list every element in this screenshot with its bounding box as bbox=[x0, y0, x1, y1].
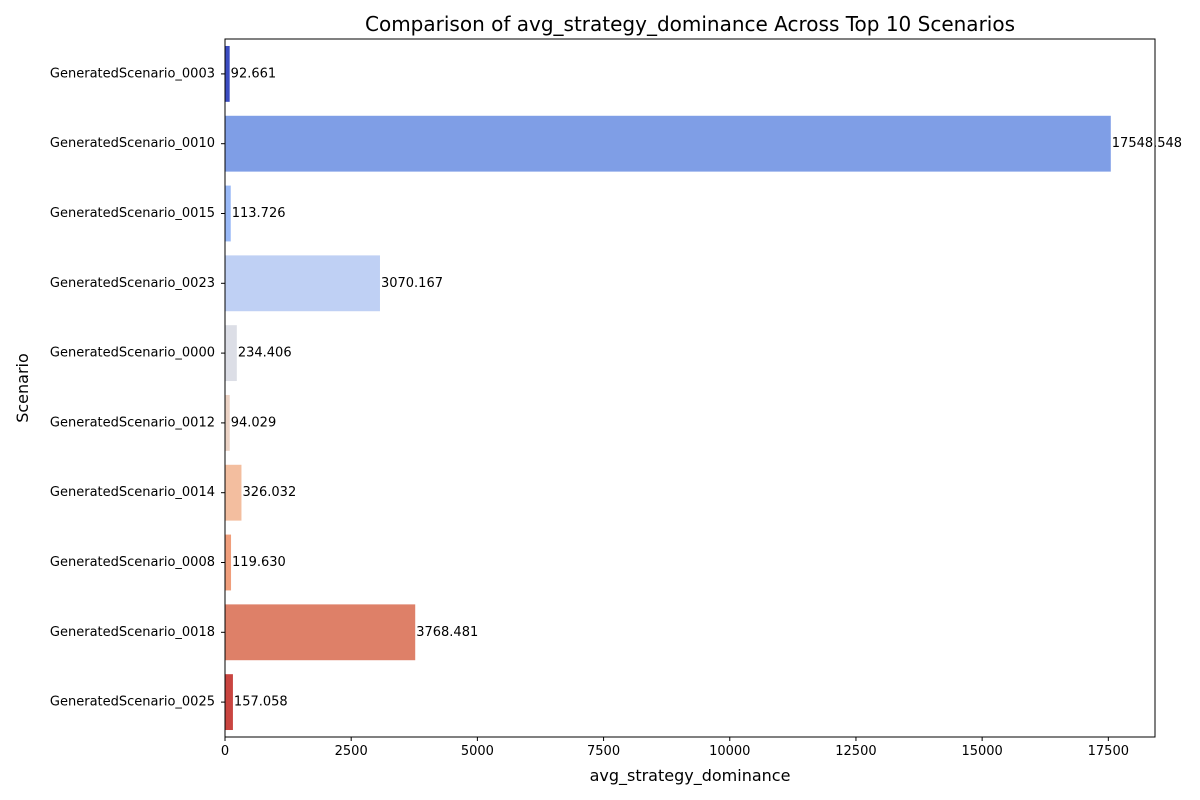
bar-GeneratedScenario_0018 bbox=[225, 604, 416, 661]
bars-group: 92.661 17548.548 113.726 3070.167 234.406 94.… bbox=[225, 45, 1182, 731]
bar-GeneratedScenario_0012 bbox=[225, 394, 230, 451]
y-tick-label-GeneratedScenario_0000: GeneratedScenario_0000 bbox=[50, 346, 215, 361]
bar-GeneratedScenario_0000 bbox=[225, 325, 237, 382]
bar-GeneratedScenario_0003 bbox=[225, 45, 230, 102]
data-label-GeneratedScenario_0000: 234.406 bbox=[238, 346, 292, 361]
data-label-GeneratedScenario_0008: 119.630 bbox=[232, 555, 286, 570]
data-label-GeneratedScenario_0003: 92.661 bbox=[231, 66, 277, 81]
y-tick-label-GeneratedScenario_0023: GeneratedScenario_0023 bbox=[50, 276, 215, 291]
x-tick-label-12500: 12500 bbox=[835, 744, 876, 759]
data-label-GeneratedScenario_0025: 157.058 bbox=[234, 695, 288, 710]
plot-frame bbox=[224, 38, 1156, 738]
x-tick-label-0: 0 bbox=[221, 744, 229, 759]
bar-GeneratedScenario_0025 bbox=[225, 674, 233, 731]
y-tick-label-GeneratedScenario_0015: GeneratedScenario_0015 bbox=[50, 206, 215, 221]
y-tick-label-GeneratedScenario_0014: GeneratedScenario_0014 bbox=[50, 485, 215, 500]
data-label-GeneratedScenario_0010: 17548.548 bbox=[1112, 136, 1182, 151]
y-tick-label-GeneratedScenario_0018: GeneratedScenario_0018 bbox=[50, 625, 215, 640]
x-tick-label-17500: 17500 bbox=[1088, 744, 1129, 759]
bar-GeneratedScenario_0010 bbox=[225, 115, 1111, 172]
x-axis-label: avg_strategy_dominance bbox=[590, 766, 791, 786]
chart-title: Comparison of avg_strategy_dominance Acr… bbox=[365, 12, 1015, 36]
data-label-GeneratedScenario_0015: 113.726 bbox=[232, 206, 286, 221]
data-label-GeneratedScenario_0014: 326.032 bbox=[242, 485, 296, 500]
y-tick-label-GeneratedScenario_0010: GeneratedScenario_0010 bbox=[50, 136, 215, 151]
data-label-GeneratedScenario_0023: 3070.167 bbox=[381, 276, 443, 291]
y-tick-label-GeneratedScenario_0003: GeneratedScenario_0003 bbox=[50, 66, 215, 81]
bar-GeneratedScenario_0015 bbox=[225, 185, 231, 242]
bar-GeneratedScenario_0008 bbox=[225, 534, 232, 591]
x-tick-label-7500: 7500 bbox=[587, 744, 620, 759]
x-tick-label-2500: 2500 bbox=[335, 744, 368, 759]
x-tick-label-15000: 15000 bbox=[961, 744, 1002, 759]
y-tick-label-GeneratedScenario_0008: GeneratedScenario_0008 bbox=[50, 555, 215, 570]
data-label-GeneratedScenario_0018: 3768.481 bbox=[416, 625, 478, 640]
y-tick-label-GeneratedScenario_0025: GeneratedScenario_0025 bbox=[50, 695, 215, 710]
data-label-GeneratedScenario_0012: 94.029 bbox=[231, 415, 276, 430]
y-axis-label: Scenario bbox=[13, 353, 32, 423]
x-tick-label-5000: 5000 bbox=[461, 744, 494, 759]
bar-GeneratedScenario_0014 bbox=[225, 464, 242, 521]
ticks-group: GeneratedScenario_0003 GeneratedScenario_… bbox=[50, 66, 1129, 759]
bar-GeneratedScenario_0023 bbox=[225, 255, 380, 312]
y-tick-label-GeneratedScenario_0012: GeneratedScenario_0012 bbox=[50, 415, 215, 430]
x-tick-label-10000: 10000 bbox=[709, 744, 750, 759]
